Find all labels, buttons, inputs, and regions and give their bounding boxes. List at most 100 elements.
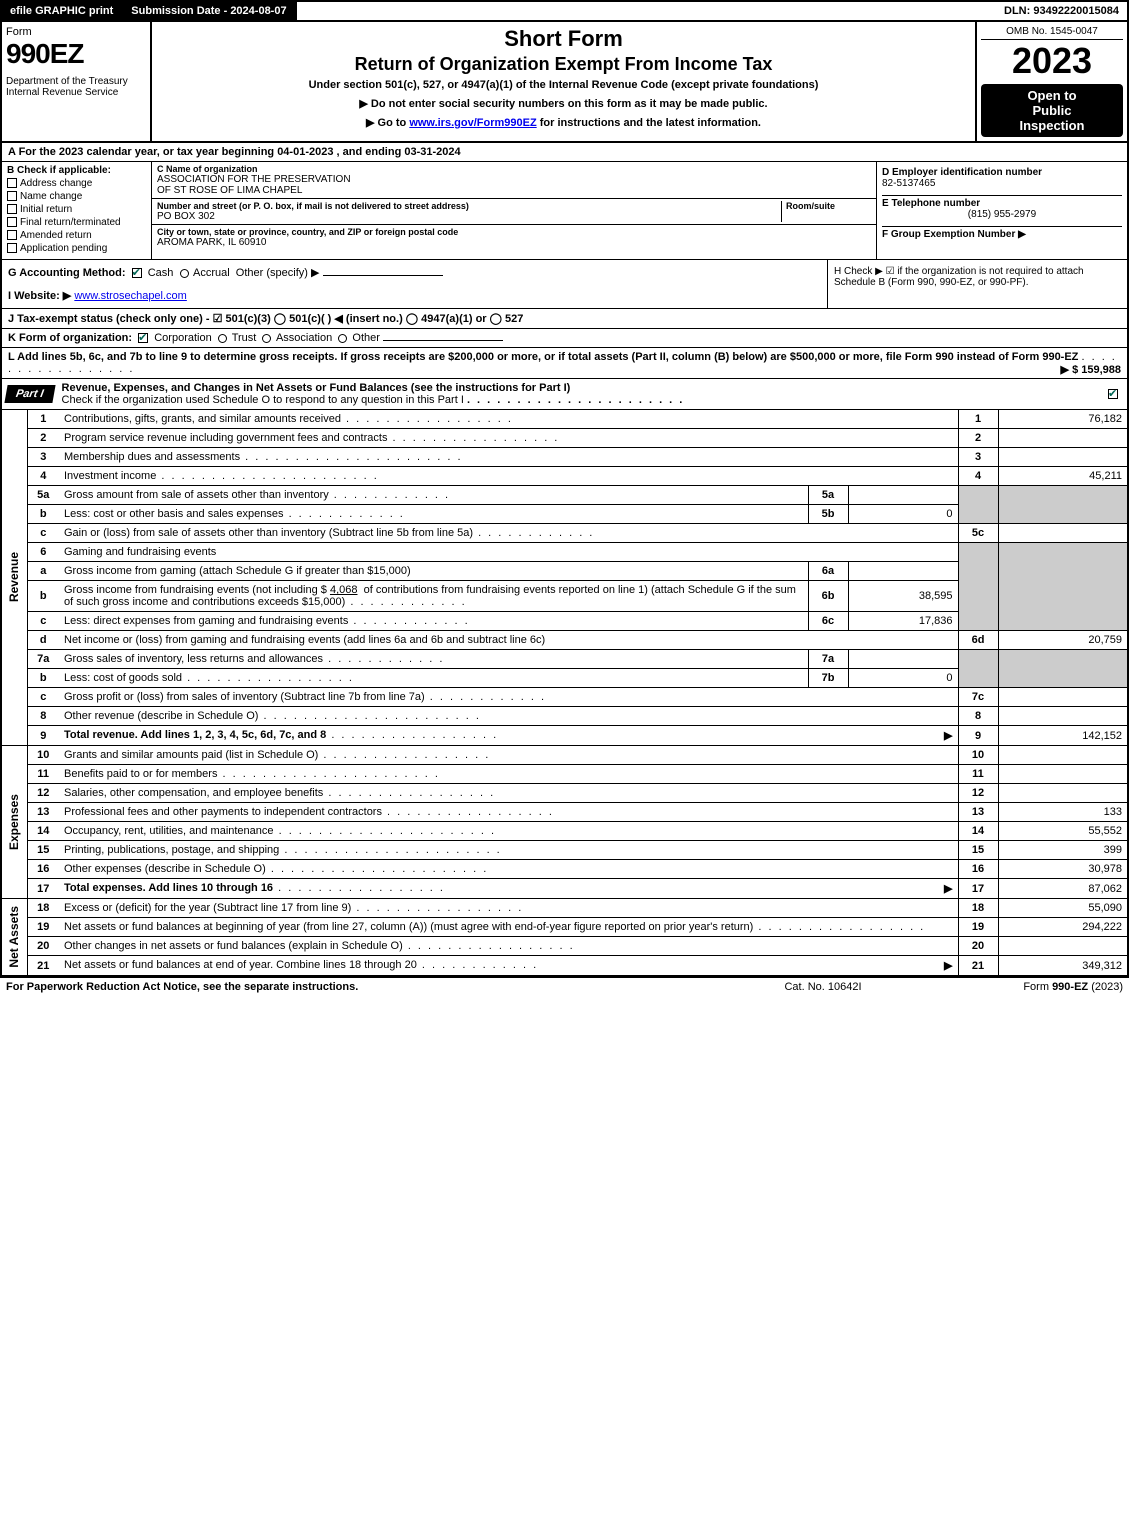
radio-icon[interactable]: [262, 334, 271, 343]
room-label: Room/suite: [786, 201, 871, 211]
line-desc: Other changes in net assets or fund bala…: [64, 940, 403, 952]
title-short-form: Short Form: [162, 26, 965, 52]
efile-label[interactable]: efile GRAPHIC print: [2, 2, 123, 20]
line-val: [998, 448, 1128, 467]
line-ref: 11: [958, 765, 998, 784]
phone-value: (815) 955-2979: [882, 209, 1122, 220]
submission-date: Submission Date - 2024-08-07: [123, 2, 296, 20]
line-val: 142,152: [998, 726, 1128, 746]
goto-post: for instructions and the latest informat…: [537, 117, 761, 129]
g-label: G Accounting Method:: [8, 267, 126, 279]
line-ref: 18: [958, 899, 998, 918]
l-gross-receipts: L Add lines 5b, 6c, and 7b to line 9 to …: [0, 348, 1129, 379]
line-desc: Other expenses (describe in Schedule O): [64, 863, 266, 875]
subtitle: Under section 501(c), 527, or 4947(a)(1)…: [162, 79, 965, 91]
part1-title-text: Revenue, Expenses, and Changes in Net As…: [62, 382, 571, 394]
line-val: 399: [998, 841, 1128, 860]
sub-ref: 6c: [808, 612, 848, 631]
radio-icon[interactable]: [338, 334, 347, 343]
j-text: J Tax-exempt status (check only one) - ☑…: [8, 313, 523, 325]
cb-final-return[interactable]: Final return/terminated: [7, 217, 146, 228]
shade-cell: [958, 543, 998, 631]
check-icon: [1108, 389, 1118, 399]
radio-icon[interactable]: [218, 334, 227, 343]
line-val: 20,759: [998, 631, 1128, 650]
line-ref: 20: [958, 937, 998, 956]
line-num: 16: [27, 860, 59, 879]
footer-right: Form 990-EZ (2023): [923, 981, 1123, 993]
l-amount: ▶ $ 159,988: [1061, 363, 1121, 376]
part1-table: Revenue 1 Contributions, gifts, grants, …: [0, 410, 1129, 977]
line-num: 17: [27, 879, 59, 899]
i-website-row: I Website: ▶ www.strosechapel.com: [8, 289, 821, 302]
col-b-checkboxes: B Check if applicable: Address change Na…: [2, 162, 152, 259]
checkbox-icon[interactable]: [7, 230, 17, 240]
line-num: b: [27, 581, 59, 612]
radio-icon[interactable]: [180, 269, 189, 278]
line-val: 76,182: [998, 410, 1128, 429]
cb-name-change[interactable]: Name change: [7, 191, 146, 202]
line-num: a: [27, 562, 59, 581]
k-trust: Trust: [232, 332, 257, 344]
cb-initial-return[interactable]: Initial return: [7, 204, 146, 215]
line-ref: 17: [958, 879, 998, 899]
ein-label: D Employer identification number: [882, 167, 1122, 178]
form-header: Form 990EZ Department of the Treasury In…: [0, 22, 1129, 143]
ein-row: D Employer identification number 82-5137…: [882, 165, 1122, 196]
tax-year: 2023: [981, 40, 1123, 82]
sub-ref: 5b: [808, 505, 848, 524]
g-other-input[interactable]: [323, 275, 443, 276]
phone-row: E Telephone number (815) 955-2979: [882, 196, 1122, 227]
line-desc: Less: cost or other basis and sales expe…: [64, 508, 284, 520]
line-num: 19: [27, 918, 59, 937]
part1-check-text: Check if the organization used Schedule …: [62, 394, 464, 406]
line-num: 10: [27, 746, 59, 765]
line-desc: Total expenses. Add lines 10 through 16: [64, 882, 273, 894]
cb-address-change[interactable]: Address change: [7, 178, 146, 189]
shade-cell: [958, 650, 998, 688]
line-ref: 1: [958, 410, 998, 429]
k-other-input[interactable]: [383, 340, 503, 341]
check-icon[interactable]: [132, 268, 142, 278]
checkbox-icon[interactable]: [7, 191, 17, 201]
irs-link[interactable]: www.irs.gov/Form990EZ: [409, 117, 536, 129]
line-val: 30,978: [998, 860, 1128, 879]
line-num: 1: [27, 410, 59, 429]
line-ref: 4: [958, 467, 998, 486]
line-num: 11: [27, 765, 59, 784]
line-num: 7a: [27, 650, 59, 669]
g-accounting: G Accounting Method: Cash Accrual Other …: [2, 260, 827, 308]
k-other: Other: [352, 332, 380, 344]
footer-right-year: (2023): [1088, 981, 1123, 993]
city-row: City or town, state or province, country…: [152, 225, 876, 250]
checkbox-icon[interactable]: [7, 217, 17, 227]
line-num: 8: [27, 707, 59, 726]
website-link[interactable]: www.strosechapel.com: [74, 290, 187, 302]
checkbox-icon[interactable]: [7, 243, 17, 253]
check-icon[interactable]: [138, 333, 148, 343]
line-desc: Less: cost of goods sold: [64, 672, 182, 684]
dept-treasury: Department of the Treasury: [6, 76, 146, 87]
cb-application-pending[interactable]: Application pending: [7, 243, 146, 254]
k-association: Association: [276, 332, 332, 344]
line-desc: Contributions, gifts, grants, and simila…: [64, 413, 341, 425]
line-num: 21: [27, 956, 59, 977]
title-return: Return of Organization Exempt From Incom…: [162, 54, 965, 75]
sub-val: [848, 562, 958, 581]
footer-center: Cat. No. 10642I: [723, 981, 923, 993]
line-ref: 5c: [958, 524, 998, 543]
line-val: 55,552: [998, 822, 1128, 841]
line-num: 3: [27, 448, 59, 467]
part1-checkbox[interactable]: [1102, 385, 1127, 403]
line-val: 133: [998, 803, 1128, 822]
checkbox-icon[interactable]: [7, 178, 17, 188]
sub-val: [848, 486, 958, 505]
line-num: 6: [27, 543, 59, 562]
checkbox-icon[interactable]: [7, 204, 17, 214]
line-val: 87,062: [998, 879, 1128, 899]
sub-ref: 7a: [808, 650, 848, 669]
cb-amended-return[interactable]: Amended return: [7, 230, 146, 241]
line-ref: 10: [958, 746, 998, 765]
header-center: Short Form Return of Organization Exempt…: [152, 22, 977, 141]
col-c-org-info: C Name of organization ASSOCIATION FOR T…: [152, 162, 877, 259]
